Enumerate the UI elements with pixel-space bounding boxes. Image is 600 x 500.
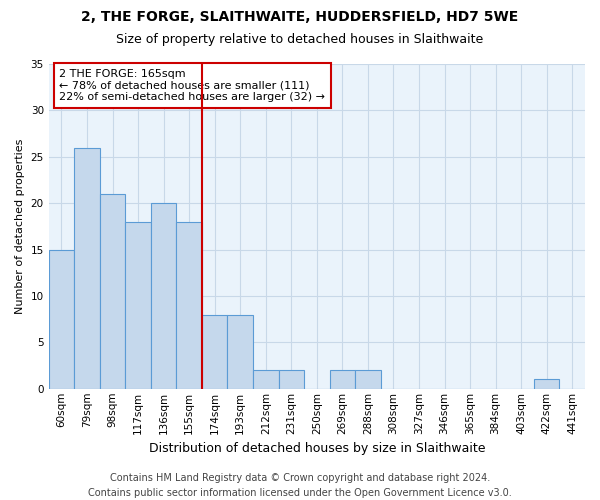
Text: Size of property relative to detached houses in Slaithwaite: Size of property relative to detached ho…	[116, 32, 484, 46]
Bar	[355, 370, 380, 389]
Text: 2 THE FORGE: 165sqm
← 78% of detached houses are smaller (111)
22% of semi-detac: 2 THE FORGE: 165sqm ← 78% of detached ho…	[59, 69, 325, 102]
Bar	[329, 370, 355, 389]
Bar	[49, 250, 74, 389]
Y-axis label: Number of detached properties: Number of detached properties	[15, 138, 25, 314]
Bar	[253, 370, 278, 389]
Bar	[202, 314, 227, 389]
Text: 2, THE FORGE, SLAITHWAITE, HUDDERSFIELD, HD7 5WE: 2, THE FORGE, SLAITHWAITE, HUDDERSFIELD,…	[82, 10, 518, 24]
Bar	[534, 380, 559, 389]
Bar	[125, 222, 151, 389]
Bar	[278, 370, 304, 389]
Text: Contains HM Land Registry data © Crown copyright and database right 2024.
Contai: Contains HM Land Registry data © Crown c…	[88, 472, 512, 498]
Bar	[176, 222, 202, 389]
Bar	[74, 148, 100, 389]
Bar	[100, 194, 125, 389]
X-axis label: Distribution of detached houses by size in Slaithwaite: Distribution of detached houses by size …	[149, 442, 485, 455]
Bar	[151, 203, 176, 389]
Bar	[227, 314, 253, 389]
